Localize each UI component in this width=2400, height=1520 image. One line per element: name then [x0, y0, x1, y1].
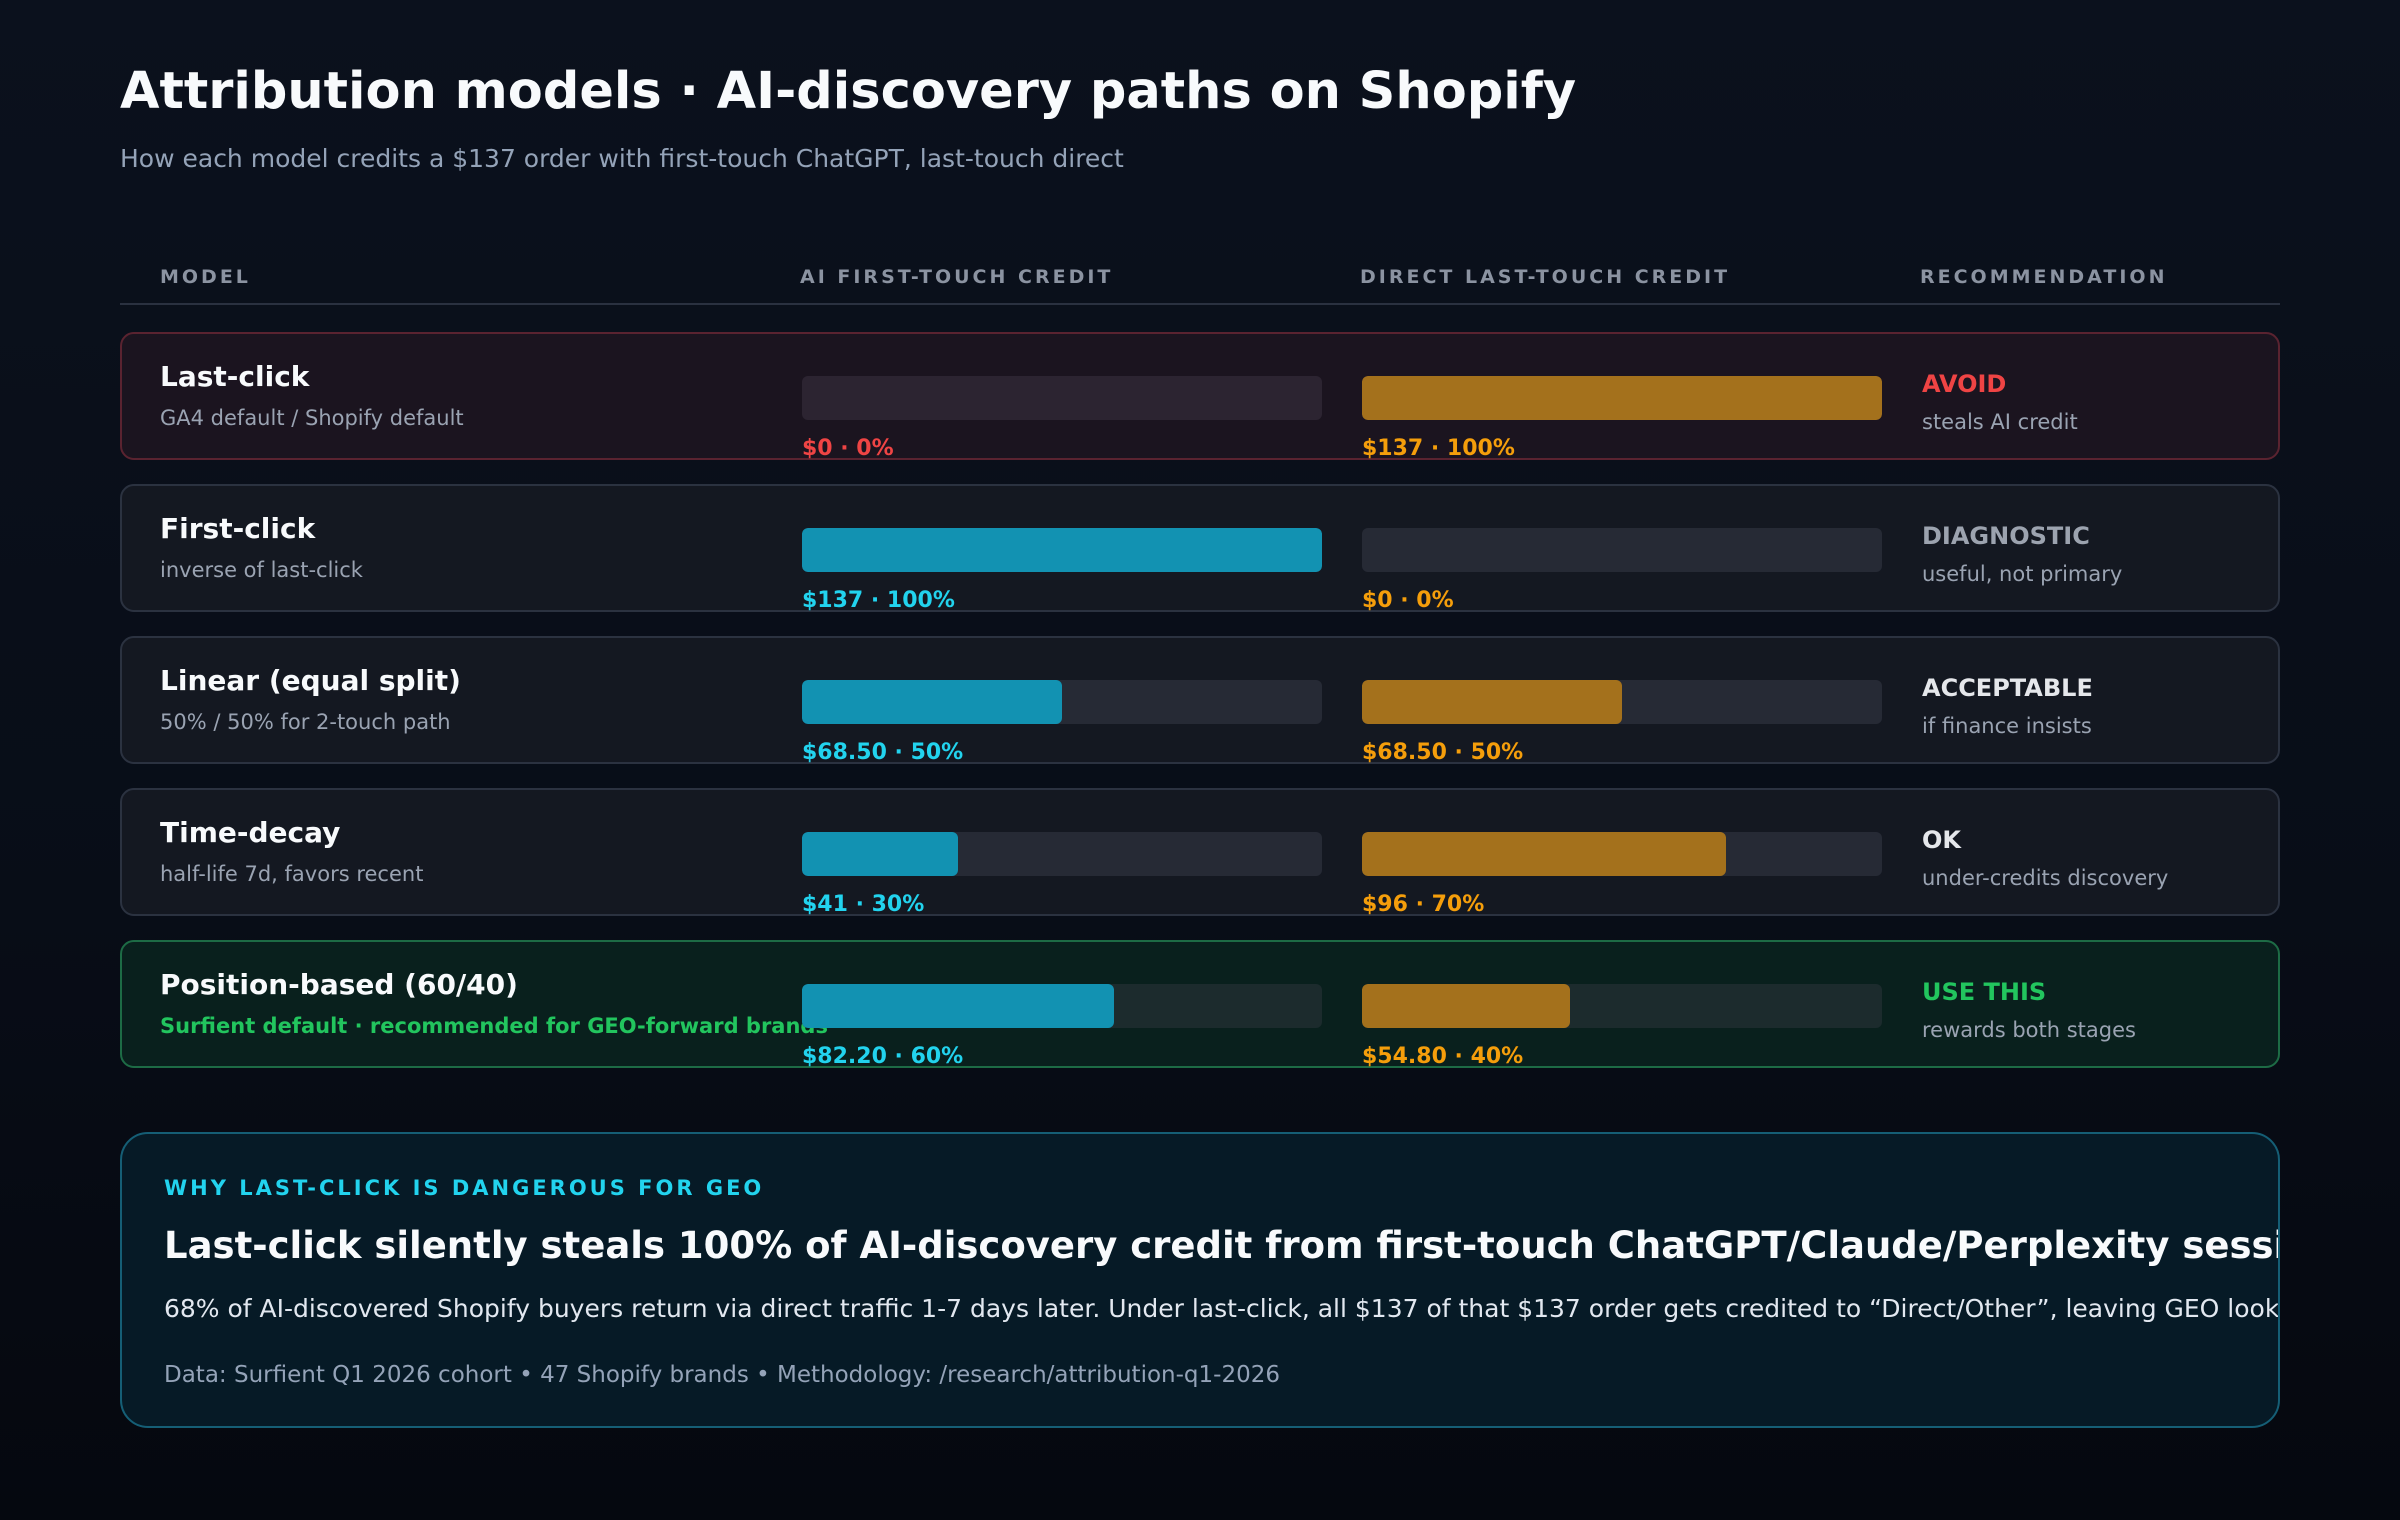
callout-body: 68% of AI-discovered Shopify buyers retu…: [164, 1294, 2280, 1323]
direct-credit-track: [1362, 680, 1882, 724]
ai-credit-bar: [802, 680, 1062, 724]
direct-credit-bar: [1362, 832, 1726, 876]
recommendation-badge: ACCEPTABLE: [1922, 674, 2093, 702]
direct-credit-track: [1362, 528, 1882, 572]
callout-eyebrow: WHY LAST-CLICK IS DANGEROUS FOR GEO: [164, 1176, 765, 1200]
recommendation-note: steals AI credit: [1922, 410, 2078, 434]
ai-credit-track: [802, 528, 1322, 572]
ai-credit-label: $68.50 · 50%: [802, 740, 964, 765]
direct-credit-bar: [1362, 376, 1882, 420]
ai-credit-label: $82.20 · 60%: [802, 1044, 964, 1069]
direct-credit-label: $68.50 · 50%: [1362, 740, 1524, 765]
callout-footer: Data: Surfient Q1 2026 cohort • 47 Shopi…: [164, 1362, 1280, 1388]
recommendation-badge: DIAGNOSTIC: [1922, 522, 2090, 550]
model-description: inverse of last-click: [160, 558, 363, 582]
callout-card: WHY LAST-CLICK IS DANGEROUS FOR GEO Last…: [120, 1132, 2280, 1428]
table-row: Time-decay half-life 7d, favors recent $41…: [120, 788, 2280, 917]
column-header-direct-credit: DIRECT LAST-TOUCH CREDIT: [1360, 266, 1731, 288]
page-title: Attribution models · AI-discovery paths …: [120, 62, 1577, 121]
ai-credit-bar: [802, 984, 1114, 1028]
callout-headline: Last-click silently steals 100% of AI-di…: [164, 1224, 2280, 1267]
ai-credit-track: [802, 832, 1322, 876]
recommendation-badge: USE THIS: [1922, 978, 2047, 1006]
direct-credit-track: [1362, 984, 1882, 1028]
model-description: GA4 default / Shopify default: [160, 406, 464, 430]
recommendation-note: rewards both stages: [1922, 1018, 2136, 1042]
ai-credit-track: [802, 680, 1322, 724]
recommendation-note: useful, not primary: [1922, 562, 2123, 586]
direct-credit-track: [1362, 376, 1882, 420]
model-description: half-life 7d, favors recent: [160, 862, 424, 886]
table-row: First-click inverse of last-click $137 · 1…: [120, 484, 2280, 613]
model-name: Last-click: [160, 360, 310, 393]
recommendation-note: if finance insists: [1922, 714, 2092, 738]
header-divider: [120, 303, 2280, 305]
direct-credit-track: [1362, 832, 1882, 876]
direct-credit-label: $96 · 70%: [1362, 892, 1485, 917]
recommendation-badge: AVOID: [1922, 370, 2007, 398]
model-name: Time-decay: [160, 816, 341, 849]
ai-credit-label: $137 · 100%: [802, 588, 955, 613]
page-subtitle: How each model credits a $137 order with…: [120, 144, 1124, 173]
model-name: Position-based (60/40): [160, 968, 518, 1001]
ai-credit-label: $0 · 0%: [802, 436, 894, 461]
direct-credit-label: $137 · 100%: [1362, 436, 1515, 461]
direct-credit-bar: [1362, 984, 1570, 1028]
column-header-ai-credit: AI FIRST-TOUCH CREDIT: [800, 266, 1114, 288]
direct-credit-label: $54.80 · 40%: [1362, 1044, 1524, 1069]
direct-credit-bar: [1362, 680, 1622, 724]
model-name: First-click: [160, 512, 316, 545]
ai-credit-label: $41 · 30%: [802, 892, 925, 917]
ai-credit-bar: [802, 832, 958, 876]
ai-credit-track: [802, 984, 1322, 1028]
recommendation-note: under-credits discovery: [1922, 866, 2169, 890]
direct-credit-label: $0 · 0%: [1362, 588, 1454, 613]
table-row: Position-based (60/40) Surfient default ·…: [120, 940, 2280, 1069]
column-header-recommendation: RECOMMENDATION: [1920, 266, 2168, 288]
model-name: Linear (equal split): [160, 664, 461, 697]
recommendation-badge: OK: [1922, 826, 1961, 854]
ai-credit-bar: [802, 528, 1322, 572]
table-row: Last-click GA4 default / Shopify default $…: [120, 332, 2280, 461]
model-description: Surfient default · recommended for GEO-f…: [160, 1014, 828, 1038]
ai-credit-track: [802, 376, 1322, 420]
column-header-model: MODEL: [160, 266, 251, 288]
table-row: Linear (equal split) 50% / 50% for 2-touc…: [120, 636, 2280, 765]
model-description: 50% / 50% for 2-touch path: [160, 710, 451, 734]
